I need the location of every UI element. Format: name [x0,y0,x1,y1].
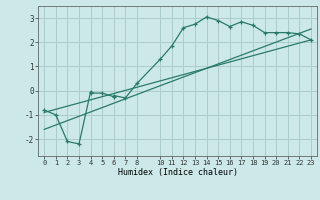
X-axis label: Humidex (Indice chaleur): Humidex (Indice chaleur) [118,168,238,177]
